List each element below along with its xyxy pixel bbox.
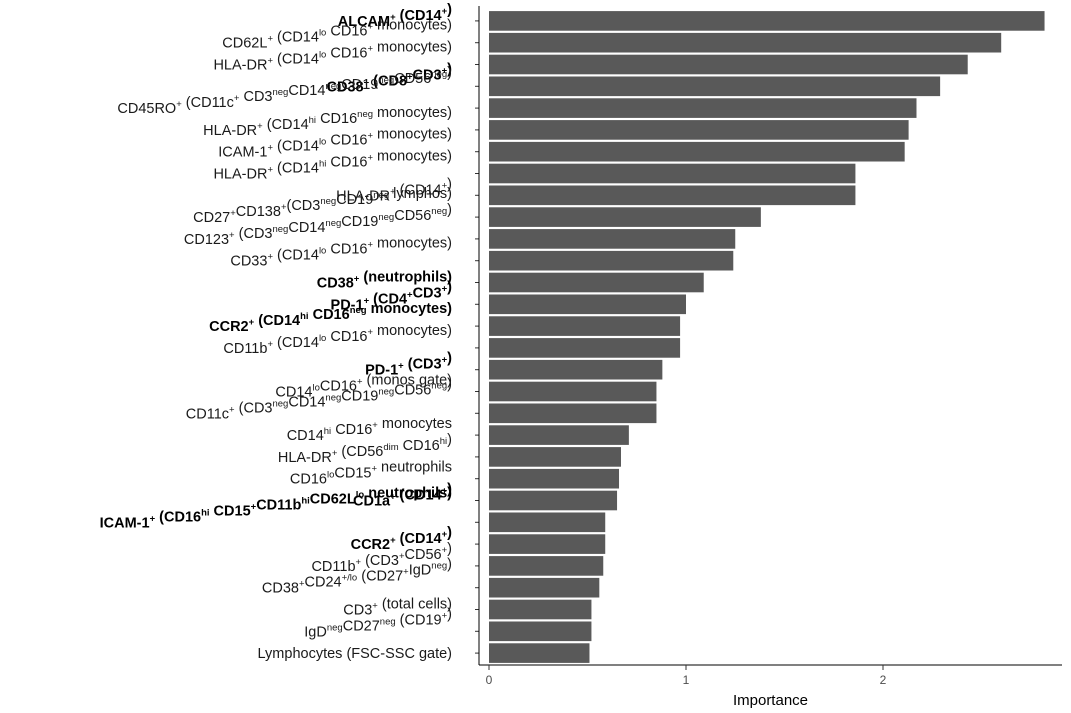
x-tick-label-2: 2 [880,673,887,687]
bar-15 [489,316,681,336]
bar-23 [489,490,618,511]
category-label-21: HLA-DR+ (CD56dim CD16hi) [278,432,452,466]
category-label-6: HLA-DR+ (CD14hi CD16neg monocytes) [203,105,452,139]
bar-25 [489,534,606,554]
x-tick-label-1: 1 [683,673,690,687]
bar-10 [489,207,761,227]
bar-7 [489,141,905,162]
category-label-30: Lymphocytes (FSC-SSC gate) [258,646,452,662]
category-label-22: CD16loCD15+ neutrophils [290,460,452,488]
bar-8 [489,163,856,184]
category-label-7: ICAM-1+ (CD14lo CD16+ monocytes) [218,127,452,161]
bar-16 [489,338,681,358]
bar-1 [489,11,1045,31]
category-label-13: CD38+ (neutrophils) [317,270,452,292]
x-ticks-group: 0 1 2 [486,665,887,687]
category-label-1: ALCAM+ (CD14+) [338,2,452,30]
bar-22 [489,468,620,489]
category-label-20: CD14hi CD16+ monocytes [287,416,452,444]
category-label-11: CD123+ (CD3negCD14negCD19negCD56neg) [184,202,452,248]
category-label-26: CD11b+ (CD3+CD56+) [311,541,452,575]
bar-3 [489,54,968,75]
category-label-23: CD1a+ (CD14+) [353,482,452,510]
bar-29 [489,621,592,642]
category-label-29: IgDnegCD27neg (CD19+) [304,606,452,640]
category-label-3: HLA-DR+ (CD14lo CD16+ monocytes) [213,40,452,74]
category-label-17: PD-1+ (CD3+) [365,351,452,379]
bar-5 [489,98,917,118]
category-label-18: CD14loCD16+ (monos gate) [275,373,452,401]
bar-17 [489,359,663,380]
bar-27 [489,577,600,598]
category-label-12: CD33+ (CD14lo CD16+ monocytes) [230,236,452,270]
category-label-2: CD62L+ (CD14lo CD16+ monocytes) [222,18,452,52]
bar-24 [489,512,606,533]
category-label-4: CD38+ (CD8+CD3+) [327,61,453,95]
bar-26 [489,556,604,576]
category-label-8: HLA-DR+ (CD14hi CD16+ monocytes) [213,149,452,183]
bar-14 [489,294,686,315]
bar-9 [489,185,856,206]
bar-20 [489,425,629,445]
category-label-5: CD45RO+ (CD11c+ CD3negCD14negCD19negCD56… [117,65,452,117]
bar-11 [489,229,736,249]
category-label-28: CD3+ (total cells) [343,597,452,619]
bar-30 [489,643,590,663]
bar-28 [489,599,592,620]
category-label-25: CCR2+ (CD14+) [351,525,453,553]
x-axis-title: Importance [733,692,808,709]
bar-6 [489,120,909,140]
category-labels-group: ALCAM+ (CD14+)CD62L+ (CD14lo CD16+ monoc… [100,2,479,662]
category-label-24: ICAM-1+ (CD16hi CD15+CD11bhiCD62Llo neut… [100,485,453,531]
bars-group [489,11,1045,663]
category-label-10: CD27+CD138+(CD3negCD19neg lymphos) [193,186,452,226]
category-label-15: CCR2+ (CD14hi CD16neg monocytes) [209,301,452,335]
category-label-16: CD11b+ (CD14lo CD16+ monocytes) [223,323,452,357]
bar-12 [489,250,734,271]
bar-21 [489,447,621,467]
bar-19 [489,403,657,424]
bar-13 [489,272,704,293]
category-label-9: HLA-DR+ (CD14+) [336,176,452,204]
x-tick-label-0: 0 [486,673,493,687]
category-label-27: CD38+CD24+/lo (CD27+IgDneg) [262,557,452,597]
category-label-19: CD11c+ (CD3negCD14negCD19negCD56neg) [186,376,452,422]
bar-4 [489,76,941,97]
bar-2 [489,32,1002,53]
bar-18 [489,381,657,402]
category-label-14: PD-1+ (CD4+CD3+) [331,279,453,313]
